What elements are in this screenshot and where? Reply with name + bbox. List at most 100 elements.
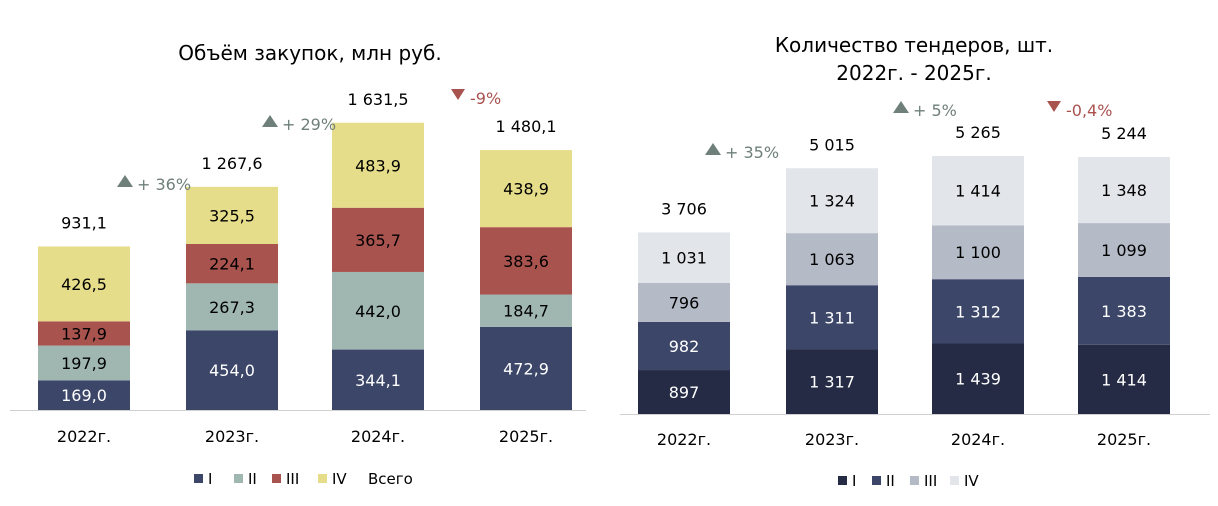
triangle-up-icon: [117, 175, 133, 187]
bar-segment-iv-2: [186, 186, 278, 244]
bar-segment-iv-4: [480, 150, 572, 228]
change-label-3: -9%: [470, 89, 501, 108]
data-label-ii-1: 982: [669, 337, 700, 356]
legend-label: III: [286, 470, 299, 488]
x-tick-label-2: 2023г.: [205, 427, 259, 446]
legend-swatch: [950, 476, 959, 485]
legend-swatch: [194, 474, 203, 483]
legend-item-i: I: [838, 472, 856, 490]
chart-tender-count: Количество тендеров, шт. 2022г. - 2025г. 8…: [610, 0, 1218, 506]
total-label-4: 1 480,1: [495, 117, 556, 136]
bar-segment-ii-2: [786, 285, 878, 350]
legend-swatch: [318, 474, 327, 483]
change-indicator-3: -0,4%: [1047, 101, 1112, 120]
data-label-ii-4: 184,7: [503, 302, 549, 321]
change-label-2: + 5%: [913, 101, 957, 120]
bar-segment-iv-2: [786, 168, 878, 234]
total-label-4: 5 244: [1101, 124, 1147, 143]
x-tick-label-1: 2022г.: [57, 427, 111, 446]
total-label-3: 5 265: [955, 123, 1001, 142]
bar-segment-i-4: [480, 326, 572, 410]
legend-label: II: [248, 470, 257, 488]
data-label-i-3: 1 439: [955, 370, 1001, 389]
data-label-ii-3: 442,0: [355, 302, 401, 321]
legend-swatch: [910, 476, 919, 485]
triangle-up-icon: [262, 115, 278, 127]
data-label-ii-4: 1 383: [1101, 302, 1147, 321]
bar-segment-i-4: [1078, 344, 1170, 414]
bar-segment-iii-2: [186, 243, 278, 284]
bar-segment-i-1: [38, 380, 130, 410]
data-label-iii-2: 224,1: [209, 255, 255, 274]
data-label-i-4: 472,9: [503, 359, 549, 378]
triangle-up-icon: [705, 143, 721, 155]
x-tick-label-2: 2023г.: [805, 430, 859, 449]
bar-segment-ii-1: [38, 345, 130, 381]
data-label-iv-4: 1 348: [1101, 181, 1147, 200]
legend-label: Всего: [368, 470, 413, 488]
legend-label: IV: [332, 470, 347, 488]
data-label-iii-3: 365,7: [355, 231, 401, 250]
bar-segment-iv-3: [332, 122, 424, 208]
change-label-3: -0,4%: [1066, 101, 1112, 120]
triangle-up-icon: [893, 101, 909, 113]
data-label-iii-3: 1 100: [955, 243, 1001, 262]
data-label-iv-3: 1 414: [955, 182, 1001, 201]
data-label-iv-1: 426,5: [61, 275, 107, 294]
legend-item-iv: IV: [950, 472, 979, 490]
legend: I II III IV Всего: [194, 470, 413, 488]
total-label-2: 1 267,6: [201, 154, 262, 173]
change-indicator-1: + 35%: [705, 143, 779, 162]
legend-swatch: [838, 476, 847, 485]
bar-segment-iv-3: [932, 156, 1024, 226]
bar-segment-iv-4: [1078, 157, 1170, 224]
x-tick-label-4: 2025г.: [1097, 430, 1151, 449]
x-tick-label-1: 2022г.: [657, 430, 711, 449]
bar-segment-iii-2: [786, 233, 878, 286]
data-label-iii-4: 1 099: [1101, 241, 1147, 260]
chart-svg: Объём закупок, млн руб. 169,0 197,9 137,9 42…: [10, 41, 586, 488]
legend-item-iv: IV: [318, 470, 347, 488]
bar-segment-iii-1: [38, 321, 130, 346]
legend-swatch: [272, 474, 281, 483]
data-label-iv-3: 483,9: [355, 156, 401, 175]
data-label-iv-2: 1 324: [809, 192, 855, 211]
data-label-i-1: 169,0: [61, 386, 107, 405]
legend-swatch: [234, 474, 243, 483]
change-indicator-2: + 5%: [893, 101, 957, 120]
total-label-1: 931,1: [61, 213, 107, 232]
chart-title: Объём закупок, млн руб.: [178, 41, 441, 65]
bar-segment-iii-1: [638, 282, 730, 322]
chart-title: Количество тендеров, шт.: [775, 33, 1053, 57]
data-label-ii-3: 1 312: [955, 302, 1001, 321]
data-label-ii-1: 197,9: [61, 354, 107, 373]
change-indicator-1: + 36%: [117, 175, 191, 194]
data-label-iv-4: 438,9: [503, 180, 549, 199]
x-tick-label-3: 2024г.: [351, 427, 405, 446]
legend-label: IV: [964, 472, 979, 490]
bar-segment-iii-4: [480, 227, 572, 295]
total-label-2: 5 015: [809, 135, 855, 154]
bar-segment-iv-1: [38, 246, 130, 322]
bar-segment-ii-4: [480, 294, 572, 327]
data-label-i-2: 1 317: [809, 373, 855, 392]
legend-item-total: Всего: [368, 470, 413, 488]
legend-item-i: I: [194, 470, 212, 488]
total-label-1: 3 706: [661, 199, 707, 218]
change-label-2: + 29%: [282, 115, 336, 134]
data-label-ii-2: 267,3: [209, 298, 255, 317]
bar-segment-ii-4: [1078, 276, 1170, 345]
legend-item-ii: II: [872, 472, 895, 490]
bar-segment-ii-3: [332, 271, 424, 350]
chart-svg: Количество тендеров, шт. 2022г. - 2025г. 8…: [620, 33, 1210, 490]
chart-subtitle: 2022г. - 2025г.: [836, 61, 991, 85]
legend-swatch: [872, 476, 881, 485]
data-label-iv-2: 325,5: [209, 206, 255, 225]
data-label-iii-2: 1 063: [809, 250, 855, 269]
data-label-iii-1: 137,9: [61, 324, 107, 343]
legend-label: II: [886, 472, 895, 490]
bar-segment-i-2: [786, 349, 878, 414]
triangle-down-icon: [1047, 101, 1061, 112]
triangle-down-icon: [451, 89, 465, 100]
bar-segment-ii-3: [932, 279, 1024, 344]
